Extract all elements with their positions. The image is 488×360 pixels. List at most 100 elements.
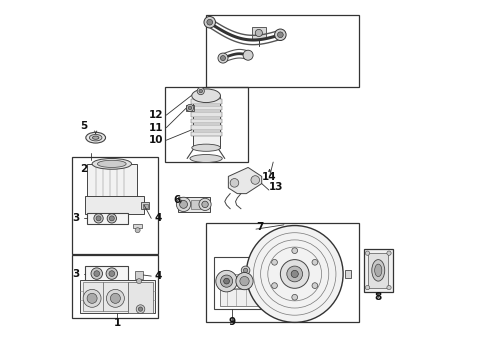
Text: 8: 8 [374,292,381,302]
Bar [178,197,210,212]
Ellipse shape [92,158,131,169]
Circle shape [230,179,238,187]
Text: 5: 5 [81,121,88,131]
Text: 4: 4 [154,213,161,222]
Bar [128,282,153,313]
Circle shape [203,17,215,28]
Bar [190,106,222,110]
Circle shape [188,106,191,110]
Circle shape [291,294,297,300]
Ellipse shape [85,132,105,143]
Ellipse shape [371,260,384,281]
Circle shape [220,55,225,60]
Bar [83,282,102,311]
Circle shape [215,270,237,292]
Circle shape [202,201,208,208]
Circle shape [386,285,390,290]
Ellipse shape [89,134,102,141]
Circle shape [199,198,211,211]
Ellipse shape [97,160,126,167]
Circle shape [255,30,262,37]
Circle shape [243,50,253,60]
Text: 10: 10 [149,135,163,145]
Bar [72,255,158,318]
Text: 14: 14 [262,172,276,183]
Circle shape [176,197,190,212]
Circle shape [199,89,202,93]
Circle shape [109,271,115,276]
Bar [85,266,128,281]
Bar [72,157,158,253]
Bar [206,15,359,87]
Circle shape [106,268,117,279]
Bar [86,213,128,224]
Ellipse shape [190,154,222,162]
Polygon shape [228,167,261,194]
Circle shape [218,53,227,63]
Circle shape [386,251,390,255]
Circle shape [277,32,283,38]
Ellipse shape [92,136,99,139]
Text: 12: 12 [149,110,163,120]
Circle shape [94,271,100,276]
Bar [143,204,147,208]
Bar [190,132,222,136]
Circle shape [223,278,229,284]
Circle shape [136,279,142,284]
Circle shape [197,87,204,95]
Bar [244,270,247,278]
Bar [190,126,222,130]
Text: 7: 7 [255,222,263,231]
Bar [190,119,222,123]
Bar [214,257,260,309]
Bar [192,96,220,148]
Circle shape [286,266,302,282]
Text: 11: 11 [149,123,163,132]
Circle shape [83,289,101,307]
Circle shape [274,29,285,41]
Bar [85,196,144,214]
Circle shape [291,248,297,253]
Text: 1: 1 [113,319,121,328]
Circle shape [94,214,103,223]
Bar [251,27,265,40]
Text: 3: 3 [72,269,80,279]
Circle shape [91,268,102,279]
Text: 6: 6 [173,195,180,205]
Circle shape [271,260,277,265]
Bar [135,271,143,279]
Circle shape [271,283,277,288]
Circle shape [109,216,114,221]
Circle shape [246,226,343,322]
Circle shape [311,283,317,288]
Text: 13: 13 [268,182,283,192]
Circle shape [96,216,101,221]
Bar [344,270,351,278]
Circle shape [107,214,116,223]
Circle shape [186,104,193,112]
Bar [190,99,222,104]
Ellipse shape [374,264,381,276]
Circle shape [365,251,369,255]
Circle shape [280,260,308,288]
Ellipse shape [191,89,220,103]
Circle shape [311,260,317,265]
Bar [140,202,149,210]
Circle shape [235,273,253,290]
Bar [133,224,142,228]
Bar [363,249,392,292]
Circle shape [136,305,144,314]
Circle shape [135,228,140,233]
Bar [186,105,193,111]
Circle shape [365,285,369,290]
Text: 3: 3 [72,213,80,223]
Circle shape [250,176,259,184]
Bar [190,112,222,117]
Circle shape [106,289,124,307]
Circle shape [87,293,97,303]
Bar [80,280,155,313]
Bar [220,289,257,306]
Circle shape [290,270,298,278]
Text: 9: 9 [228,317,235,327]
Bar [206,223,359,321]
